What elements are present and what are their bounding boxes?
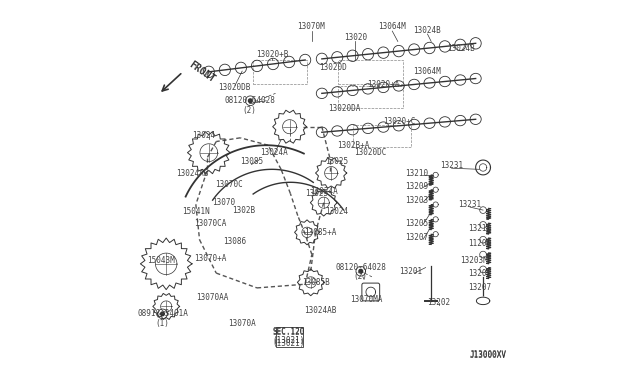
Text: 13203: 13203 <box>404 196 428 205</box>
Text: 13024: 13024 <box>325 208 348 217</box>
Text: 13024B: 13024B <box>447 44 475 53</box>
Text: 13024A: 13024A <box>310 187 337 196</box>
Text: 13025: 13025 <box>305 189 328 198</box>
Text: 13085: 13085 <box>240 157 263 166</box>
Text: 13202: 13202 <box>427 298 450 307</box>
Text: 13203M: 13203M <box>460 256 488 264</box>
Polygon shape <box>248 99 252 103</box>
Bar <box>338 86 403 108</box>
Text: 13020D: 13020D <box>319 63 347 72</box>
Text: FRONT: FRONT <box>187 59 216 84</box>
Bar <box>276 327 303 347</box>
Text: 13020+C: 13020+C <box>383 117 416 126</box>
Text: 13070A: 13070A <box>228 319 256 328</box>
Text: (1): (1) <box>156 319 170 328</box>
Polygon shape <box>161 312 164 316</box>
Text: 13020+B: 13020+B <box>255 50 288 59</box>
Text: 13201: 13201 <box>399 267 422 276</box>
Text: 13210: 13210 <box>468 224 491 233</box>
Text: 13024A: 13024A <box>260 148 287 157</box>
Text: 08120-64028: 08120-64028 <box>224 96 275 105</box>
Text: 13064M: 13064M <box>413 67 442 76</box>
Text: (2): (2) <box>243 106 257 115</box>
Text: 13020DB: 13020DB <box>219 83 251 92</box>
Text: 13024AB: 13024AB <box>176 169 209 177</box>
Text: 13024AB: 13024AB <box>304 306 336 315</box>
Bar <box>353 125 411 147</box>
Text: 13020+A: 13020+A <box>367 80 399 89</box>
Text: 13024: 13024 <box>192 131 215 141</box>
Text: 08918-3401A: 08918-3401A <box>137 310 188 318</box>
Text: 13207: 13207 <box>404 233 428 243</box>
Text: (13021): (13021) <box>272 339 305 348</box>
Text: 13085+A: 13085+A <box>304 228 336 237</box>
Text: 13070M: 13070M <box>297 22 324 31</box>
Text: J13000XV: J13000XV <box>470 351 507 360</box>
Bar <box>338 60 403 84</box>
Text: 13209: 13209 <box>404 182 428 190</box>
Text: 13025: 13025 <box>325 157 348 166</box>
Text: 13064M: 13064M <box>378 22 406 31</box>
Text: 13207: 13207 <box>468 283 491 292</box>
Text: 11209: 11209 <box>468 239 491 248</box>
Text: 13070CA: 13070CA <box>195 219 227 228</box>
Polygon shape <box>476 297 490 305</box>
Text: (2): (2) <box>354 272 368 281</box>
Text: 13205: 13205 <box>404 219 428 228</box>
Text: (13021): (13021) <box>272 336 305 346</box>
Text: 13205: 13205 <box>468 269 491 278</box>
Text: 1302B: 1302B <box>232 206 255 215</box>
Text: 13231: 13231 <box>440 161 463 170</box>
Text: 15041N: 15041N <box>182 208 210 217</box>
Text: 15043M: 15043M <box>147 256 175 264</box>
Text: 13020DC: 13020DC <box>354 148 386 157</box>
Text: SEC.120: SEC.120 <box>272 327 305 336</box>
Text: 13085B: 13085B <box>303 278 330 287</box>
Text: SEC.120: SEC.120 <box>272 328 305 337</box>
Text: 13024B: 13024B <box>413 26 442 35</box>
Text: 13070MA: 13070MA <box>350 295 383 304</box>
Text: 13070+A: 13070+A <box>195 254 227 263</box>
Text: 13070: 13070 <box>212 198 236 207</box>
Text: 08120-64028: 08120-64028 <box>335 263 386 272</box>
Text: 13070AA: 13070AA <box>196 293 228 302</box>
Text: 13231: 13231 <box>458 200 482 209</box>
Text: 13210: 13210 <box>404 169 428 177</box>
Text: 13020: 13020 <box>344 33 367 42</box>
Bar <box>253 60 307 84</box>
Text: J13000XV: J13000XV <box>470 350 507 359</box>
Text: 1302B+A: 1302B+A <box>337 141 369 150</box>
Text: 13020DA: 13020DA <box>328 104 360 113</box>
Polygon shape <box>359 269 363 273</box>
Text: 13086: 13086 <box>223 237 246 246</box>
Text: 13070C: 13070C <box>215 180 243 189</box>
